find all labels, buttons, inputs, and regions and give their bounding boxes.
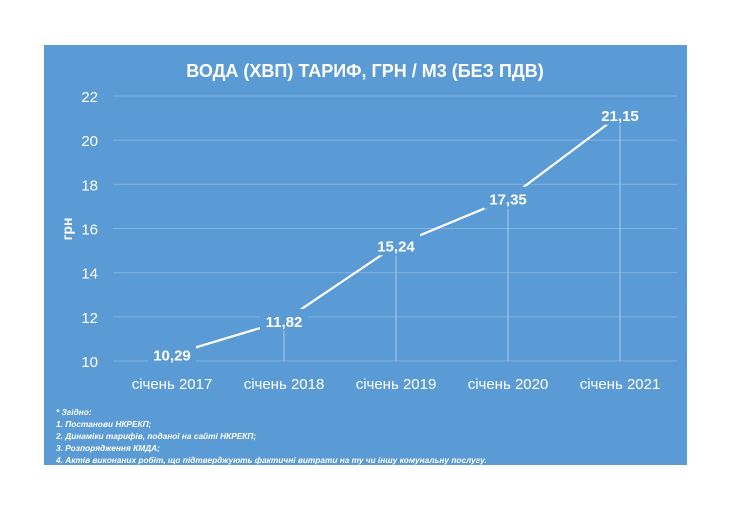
line-segment <box>507 113 621 200</box>
y-tick-label: 18 <box>81 177 98 194</box>
data-label: 11,82 <box>266 314 303 331</box>
data-label-background <box>596 102 644 125</box>
x-tick-label: січень 2021 <box>580 376 661 393</box>
y-tick-label: 10 <box>81 354 98 371</box>
data-label-background <box>372 233 420 256</box>
x-tick-label: січень 2019 <box>356 376 437 393</box>
footnote-line: 2. Динаміки тарифів, поданої на сайті НК… <box>56 431 257 441</box>
footnote-line: 4. Актів виконаних робіт, що підтверджую… <box>56 455 487 465</box>
footnote-line: 3. Розпорядження КМДА; <box>56 443 160 453</box>
y-tick-label: 16 <box>81 222 98 239</box>
chart-area <box>44 45 687 465</box>
y-tick-label: 20 <box>81 133 98 150</box>
y-axis-label: грн <box>59 218 75 241</box>
y-tick-label: 12 <box>81 310 98 327</box>
x-tick-label: січень 2018 <box>244 376 325 393</box>
footnote-line: 1. Постанови НКРЕКП; <box>56 419 152 429</box>
data-label-background <box>260 308 308 331</box>
footnote-line: * Згідно: <box>56 407 92 417</box>
data-label: 17,35 <box>489 192 527 209</box>
data-label: 21,15 <box>601 108 639 125</box>
data-label-background <box>148 342 196 365</box>
y-tick-label: 14 <box>81 266 98 283</box>
x-tick-label: січень 2017 <box>132 376 213 393</box>
x-tick-label: січень 2020 <box>468 376 549 393</box>
chart-title: ВОДА (ХВП) ТАРИФ, ГРН / М3 (БЕЗ ПДВ) <box>186 61 543 81</box>
data-label: 10,29 <box>153 348 191 365</box>
line-segment <box>283 244 397 322</box>
footnotes: * Згідно: 1. Постанови НКРЕКП; 2. Динамі… <box>56 406 487 466</box>
data-label: 15,24 <box>377 238 415 255</box>
data-label-background <box>484 186 532 209</box>
y-tick-label: 22 <box>81 89 98 106</box>
